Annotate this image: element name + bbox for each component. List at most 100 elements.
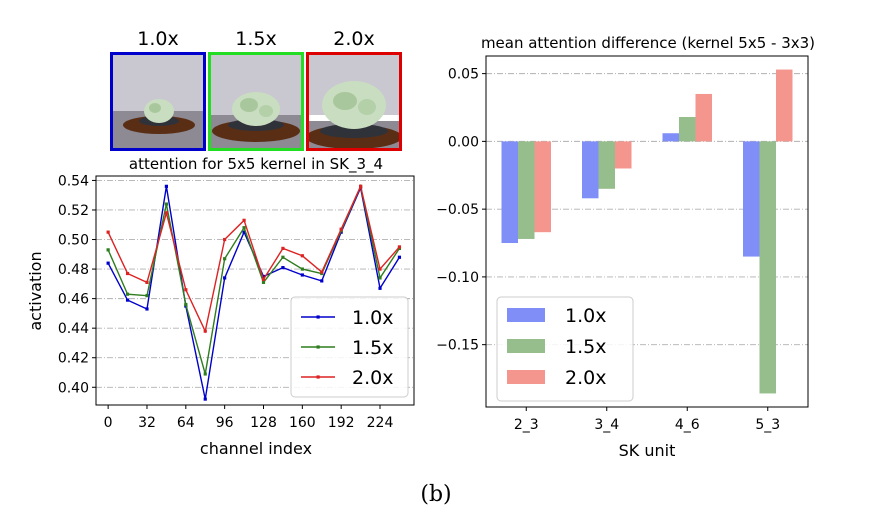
line-point [300,254,304,258]
line-point [145,307,149,311]
line-point [261,280,266,284]
line-legend-label: 1.5x [352,337,393,359]
bar-2_3-1.5x [518,141,535,239]
line-chart-xtick-label: 192 [328,415,355,431]
line-chart-xtick-label: 160 [289,415,316,431]
line-chart-xtick-label: 32 [138,415,156,431]
line-chart-xlabel: channel index [200,439,312,458]
line-point [281,266,285,270]
line-point [397,245,402,249]
line-point [281,246,285,250]
bar-legend-swatch [507,370,545,384]
bar-4_6-1.0x [662,133,679,142]
line-point [203,372,207,376]
line-point [320,270,324,274]
line-point [320,279,324,283]
bar-chart-xtick-label: 5_3 [755,417,780,433]
line-chart-xtick-label: 64 [177,415,195,431]
line-point [164,202,168,206]
bar-5_3-1.5x [759,141,776,394]
line-point [281,255,285,259]
bar-chart-legend: 1.0x 1.5x 2.0x [496,296,634,402]
line-point [106,230,110,234]
bar-3_4-2.0x [615,141,632,169]
bar-legend-label: 1.5x [565,336,606,358]
bar-chart-xtick-label: 4_6 [675,417,700,433]
line-point [203,397,207,401]
line-series-2.0x [107,184,400,334]
line-point [300,267,304,271]
line-chart-title: attention for 5x5 kernel in SK_3_4 [129,155,383,174]
bar-chart-xtick-label: 2_3 [514,417,539,433]
bar-chart-ytick-label: −0.15 [436,338,479,354]
bar-3_4-1.5x [598,141,615,189]
line-point [223,237,227,242]
line-point [397,255,402,259]
line-point [106,261,110,265]
line-point [125,271,130,276]
bar-4_6-2.0x [695,93,712,142]
line-point [261,274,266,279]
line-chart-frame [95,175,415,406]
line-chart: attention for 5x5 kernel in SK_3_4 0.40 0… [26,155,415,458]
bar-legend-swatch [507,339,545,353]
bar-2_3-1.0x [501,141,518,244]
line-chart-legend: 1.0x 1.5x 2.0x [290,296,409,398]
line-legend-marker [316,345,320,349]
line-point [203,329,207,333]
line-chart-xtick-label: 0 [104,415,113,431]
bar-chart-ytick-label: −0.05 [436,202,479,218]
line-legend-box [290,296,409,398]
bar-legend-swatch [507,308,545,322]
line-point [378,286,382,290]
bar-chart: mean attention difference (kernel 5x5 - … [436,34,815,460]
bar-chart-ytick-label: 0.00 [448,134,479,150]
bar-3_4-1.0x [582,141,599,199]
line-point [378,276,382,280]
thumbnail-1-5x [208,52,304,151]
bar-5_3-1.0x [743,141,760,257]
line-point [164,184,168,188]
line-legend-marker [316,315,320,319]
line-point [378,267,382,271]
line-chart-ytick-label: 0.44 [58,321,89,337]
line-point [300,273,304,277]
line-chart-ytick-label: 0.52 [58,203,89,219]
line-chart-xtick-label: 128 [250,415,277,431]
line-point [184,288,188,292]
bar-5_3-2.0x [776,69,793,142]
line-point [164,211,168,215]
line-chart-xtick-label: 96 [216,415,234,431]
bar-chart-title: mean attention difference (kernel 5x5 - … [481,34,815,52]
bar-4_6-1.5x [679,116,696,142]
line-point [106,248,110,252]
line-point [358,184,363,188]
thumb-label-2: 1.5x [235,28,277,50]
line-legend-label: 2.0x [352,367,393,389]
bar-legend-label: 2.0x [565,367,606,389]
bar-chart-xlabel: SK unit [619,441,676,460]
thumbnail-1x [110,52,206,151]
line-legend-marker [316,375,320,379]
line-point [125,292,130,296]
line-point [145,294,149,298]
line-chart-ytick-label: 0.50 [58,233,89,249]
line-chart-ytick-label: 0.42 [58,351,89,367]
line-point [242,218,246,222]
line-point [184,302,188,307]
line-chart-ytick-label: 0.40 [58,380,89,396]
line-point [339,227,343,231]
bar-chart-xtick-label: 3_4 [594,417,619,433]
thumb-label-3: 2.0x [333,28,375,50]
bar-chart-ytick-label: −0.10 [436,270,479,286]
bar-2_3-2.0x [534,141,551,233]
thumbnail-2x [306,52,402,151]
thumb-label-1: 1.0x [137,28,179,50]
line-point [145,280,149,284]
line-point [223,257,227,261]
line-legend-label: 1.0x [352,307,393,329]
line-point [125,298,130,302]
figure-caption: (b) [420,482,452,507]
line-chart-ytick-label: 0.54 [58,173,89,189]
